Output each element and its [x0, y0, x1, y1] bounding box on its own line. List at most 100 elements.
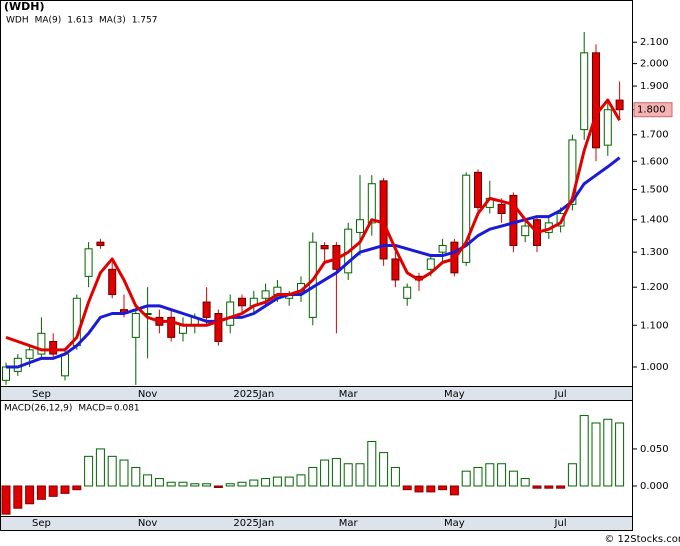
candle-body — [568, 139, 577, 205]
candle-body — [238, 297, 246, 307]
ma-line — [6, 156, 621, 369]
candle-body — [426, 258, 435, 270]
y-tick-label: 1.900 — [640, 81, 669, 92]
candle-body — [438, 244, 447, 253]
y-tick-label: 1.600 — [640, 156, 669, 167]
macd-bar — [544, 485, 554, 489]
candle-body — [403, 286, 412, 299]
macd-bar — [143, 474, 153, 487]
candle-body — [108, 268, 117, 296]
candle-body — [615, 99, 624, 111]
candle-body — [214, 312, 223, 342]
macd-bar — [154, 478, 164, 487]
candle-body — [61, 353, 69, 377]
last-price-box — [633, 102, 673, 118]
x-tick-label: Sep — [32, 518, 51, 529]
candle-body — [96, 241, 105, 246]
macd-bar — [508, 470, 518, 487]
macd-bar — [296, 474, 306, 487]
candle-body — [84, 248, 93, 277]
macd-bar — [343, 463, 353, 487]
macd-bar — [331, 458, 341, 487]
candle-body — [603, 109, 612, 146]
macd-bar — [320, 459, 330, 487]
macd-bar — [237, 481, 247, 487]
x-tick-label: Mar — [339, 389, 359, 400]
y-tick-label: 1.500 — [640, 185, 669, 196]
macd-bar — [449, 485, 459, 496]
macd-bar — [355, 463, 365, 487]
candle-body — [580, 52, 589, 131]
y-tick-label: 1.400 — [640, 215, 669, 226]
x-tick-label: Sep — [32, 389, 51, 400]
macd-bar — [390, 466, 400, 487]
candle-body — [226, 301, 235, 326]
candle-body — [592, 52, 600, 149]
macd-bar — [131, 466, 141, 487]
x-tick-label: May — [444, 389, 465, 400]
macd-bar — [202, 483, 212, 487]
macd-bar — [485, 463, 495, 487]
ma-line — [5, 98, 621, 352]
macd-bar — [95, 448, 105, 487]
macd-value-title: MACD= — [78, 404, 113, 414]
candle-body — [320, 244, 329, 250]
candle-body — [356, 219, 364, 233]
x-axis-band — [0, 386, 633, 401]
candle-body — [474, 171, 482, 208]
x-tick-label: Jul — [554, 389, 567, 400]
candle-body — [131, 312, 140, 338]
candle-body — [25, 349, 34, 359]
macd-bar — [591, 422, 601, 487]
y-tick-label: 2.100 — [640, 37, 669, 48]
macd-bar — [473, 466, 483, 487]
x-tick-label: Mar — [339, 518, 359, 529]
macd-bar — [166, 481, 176, 487]
legend-name: MA(9) — [35, 16, 62, 26]
candle-body — [367, 183, 376, 224]
macd-bar — [308, 466, 318, 487]
x-tick-label: Nov — [138, 518, 158, 529]
y-tick-label: 1.200 — [640, 282, 669, 293]
x-axis-band — [0, 516, 633, 531]
candle-body — [462, 174, 471, 263]
macd-bar — [461, 470, 471, 487]
macd-bar — [13, 485, 23, 509]
x-tick-label: May — [444, 518, 465, 529]
footer: © 12Stocks.com — [604, 534, 680, 545]
candle-body — [37, 332, 46, 355]
macd-bar — [579, 415, 589, 487]
last-price-label: 1.800 — [637, 105, 666, 116]
macd-bar — [72, 485, 82, 491]
macd-bar — [107, 455, 117, 487]
macd-bar — [225, 483, 235, 487]
legend-value: 1.613 — [67, 16, 93, 26]
y-tick-label: 1.000 — [640, 362, 669, 373]
macd-bar — [379, 452, 389, 487]
macd-bar — [178, 481, 188, 487]
candle-body — [391, 258, 400, 281]
y-tick-label: 1.700 — [640, 130, 669, 141]
candle-body — [497, 203, 506, 215]
candle-body — [261, 290, 270, 299]
macd-bar — [272, 476, 282, 487]
y-tick-label: 0.000 — [640, 481, 669, 492]
macd-bar — [190, 483, 200, 487]
macd-bar — [438, 485, 448, 491]
macd-bar — [520, 478, 530, 487]
macd-bar — [497, 463, 507, 487]
macd-bar — [261, 478, 271, 487]
x-tick-label: 2025Jan — [233, 389, 274, 400]
macd-bar — [84, 455, 94, 487]
x-tick-label: 2025Jan — [233, 518, 274, 529]
candle-body — [379, 180, 388, 260]
y-tick-label: 1.100 — [640, 320, 669, 331]
macd-bar — [36, 485, 46, 500]
candle-body — [521, 225, 530, 237]
x-tick-label: Nov — [138, 389, 158, 400]
macd-bar — [426, 485, 436, 493]
candle-body — [202, 301, 211, 318]
macd-bar — [367, 441, 377, 487]
chart-title: (WDH) — [4, 0, 45, 13]
